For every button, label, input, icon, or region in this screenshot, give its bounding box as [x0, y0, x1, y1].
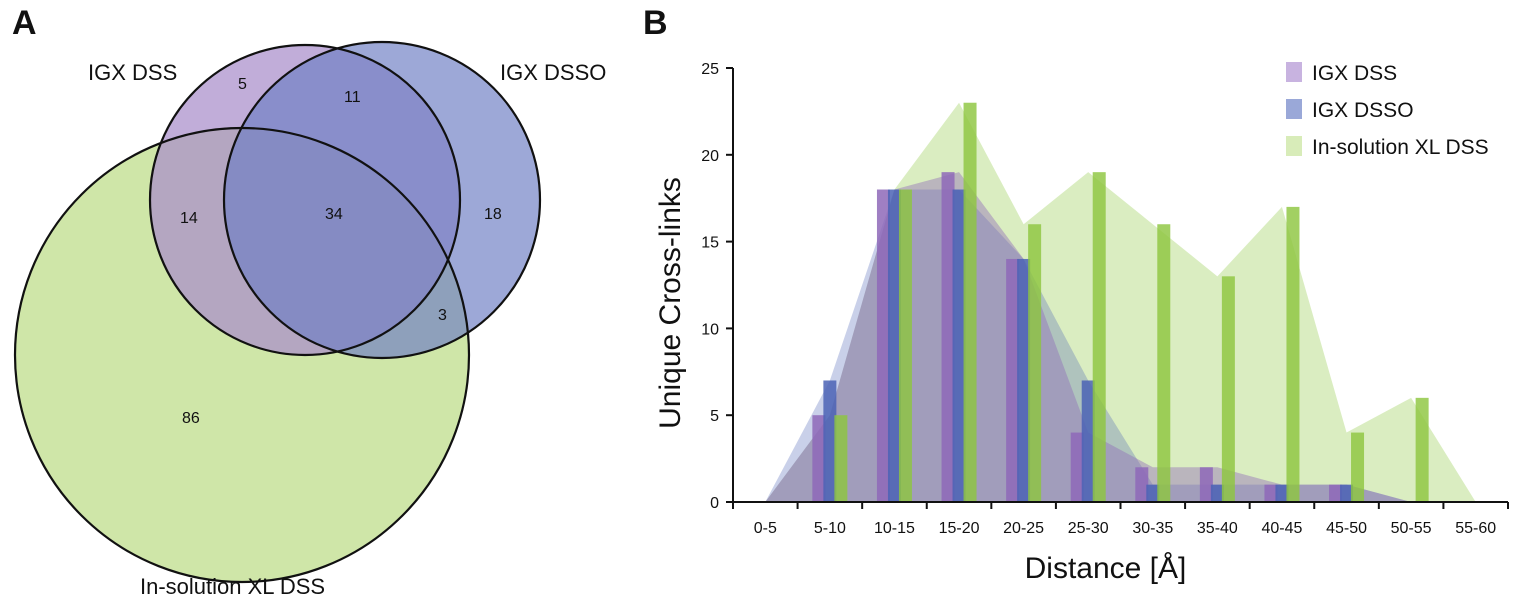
bar-igx-dss-40-45: [1264, 484, 1278, 502]
y-axis-title: Unique Cross-links: [654, 177, 687, 429]
x-tick-label-10-15: 10-15: [874, 520, 915, 537]
legend-label-in-solution-xl-dss: In-solution XL DSS: [1312, 136, 1489, 159]
bar-in-solution-xl-dss-25-30: [1092, 172, 1106, 502]
legend-label-igx-dss: IGX DSS: [1312, 62, 1397, 85]
chart-area-layer: [765, 102, 1476, 502]
bar-igx-dsso-15-20: [952, 189, 966, 502]
bar-in-solution-xl-dss-45-50: [1351, 432, 1365, 502]
x-tick-label-35-40: 35-40: [1197, 520, 1238, 537]
venn-circle-dsso-outline: [222, 40, 542, 360]
bar-chart: 0 5 10 15 20 25 0-5 5-10 10-15 15-20 20-25 25-30 30-…: [654, 61, 1509, 585]
bar-igx-dsso-10-15: [887, 189, 901, 502]
venn-count-dss-dsso: 11: [344, 89, 361, 106]
bar-in-solution-xl-dss-40-45: [1286, 206, 1300, 502]
bar-in-solution-xl-dss-30-35: [1157, 224, 1171, 503]
venn-circle-dsso-fill: [224, 42, 540, 358]
venn-diagram: IGX DSS IGX DSSO In-solution XL DSS 5 11…: [13, 40, 606, 599]
venn-count-dsso-only: 18: [484, 206, 502, 223]
x-tick-label-55-60: 55-60: [1455, 520, 1496, 537]
bar-igx-dss-45-50: [1329, 484, 1343, 502]
y-tick-label-15: 15: [701, 235, 719, 252]
legend-swatch-igx-dsso: [1286, 99, 1302, 119]
bar-igx-dsso-5-10: [823, 380, 837, 502]
legend-label-igx-dsso: IGX DSSO: [1312, 99, 1414, 122]
bar-in-solution-xl-dss-20-25: [1028, 224, 1042, 503]
y-tick-label-10: 10: [701, 321, 719, 338]
bar-in-solution-xl-dss-5-10: [834, 415, 848, 502]
x-tick-label-20-25: 20-25: [1003, 520, 1044, 537]
y-tick-label-20: 20: [701, 148, 719, 165]
bar-in-solution-xl-dss-10-15: [898, 189, 912, 502]
venn-count-dss-insolution: 14: [180, 210, 198, 227]
chart-bar-layer: [812, 102, 1429, 503]
bar-igx-dss-25-30: [1070, 432, 1084, 502]
bar-igx-dsso-40-45: [1275, 484, 1289, 502]
venn-set-label-dsso: IGX DSSO: [500, 60, 606, 85]
bar-in-solution-xl-dss-15-20: [963, 102, 977, 502]
bar-igx-dss-5-10: [812, 415, 826, 502]
panel-a-label: A: [12, 4, 37, 42]
chart-axes: 0 5 10 15 20 25 0-5 5-10 10-15 15-20 20-25 25-30 30-…: [701, 61, 1509, 537]
legend-swatch-igx-dss: [1286, 62, 1302, 82]
bar-igx-dsso-20-25: [1017, 258, 1031, 502]
x-tick-label-0-5: 0-5: [754, 520, 777, 537]
panel-b-label: B: [643, 4, 668, 42]
bar-igx-dss-30-35: [1135, 467, 1149, 502]
x-tick-label-25-30: 25-30: [1068, 520, 1109, 537]
x-tick-label-15-20: 15-20: [939, 520, 980, 537]
x-axis-title: Distance [Å]: [1025, 552, 1187, 585]
venn-count-dsso-insolution: 3: [438, 307, 447, 324]
x-tick-label-30-35: 30-35: [1132, 520, 1173, 537]
venn-count-dss-only: 5: [238, 76, 247, 93]
bar-in-solution-xl-dss-50-55: [1415, 397, 1429, 502]
venn-circle-dss-outline: [148, 43, 462, 357]
venn-set-label-insolution: In-solution XL DSS: [140, 574, 325, 599]
venn-count-insolution-only: 86: [182, 410, 200, 427]
bar-igx-dss-20-25: [1006, 258, 1020, 502]
venn-count-all-three: 34: [325, 206, 343, 223]
legend-swatch-in-solution-xl-dss: [1286, 136, 1302, 156]
y-tick-label-5: 5: [710, 408, 719, 425]
x-tick-label-5-10: 5-10: [814, 520, 846, 537]
bar-igx-dsso-35-40: [1210, 484, 1224, 502]
y-tick-label-25: 25: [701, 61, 719, 78]
y-tick-label-0: 0: [710, 495, 719, 512]
x-tick-label-40-45: 40-45: [1261, 520, 1302, 537]
bar-igx-dsso-45-50: [1340, 484, 1354, 502]
bar-igx-dss-15-20: [941, 172, 955, 502]
x-tick-label-50-55: 50-55: [1391, 520, 1432, 537]
x-tick-label-45-50: 45-50: [1326, 520, 1367, 537]
bar-igx-dss-35-40: [1199, 467, 1213, 502]
bar-in-solution-xl-dss-35-40: [1221, 276, 1235, 502]
chart-legend: IGX DSS IGX DSSO In-solution XL DSS: [1286, 62, 1489, 159]
bar-igx-dsso-30-35: [1146, 484, 1160, 502]
venn-set-label-dss: IGX DSS: [88, 60, 177, 85]
bar-igx-dsso-25-30: [1081, 380, 1095, 502]
bar-igx-dss-10-15: [876, 189, 890, 502]
